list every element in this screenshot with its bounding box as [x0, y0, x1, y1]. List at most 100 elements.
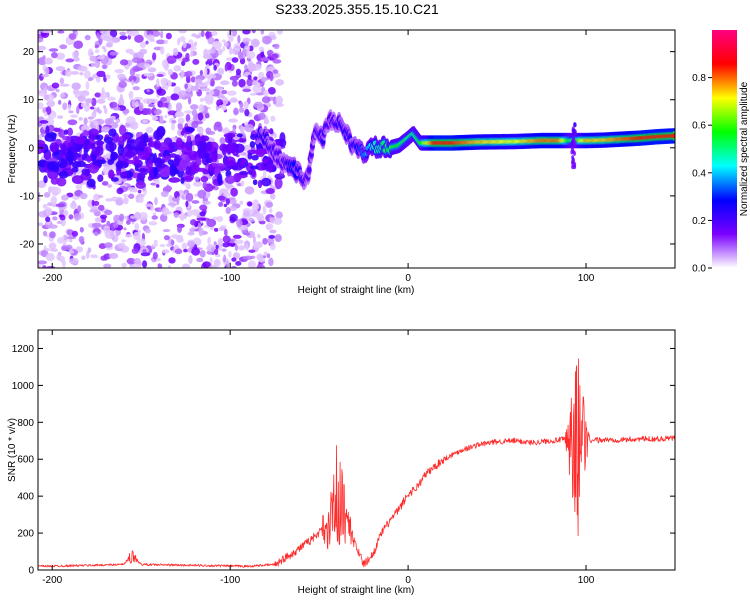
spectrogram-band-blob [184, 126, 195, 133]
spectrogram-noise-blob [58, 129, 66, 138]
spectrogram-band-blob [217, 173, 223, 185]
spectrogram-noise-blob [237, 35, 241, 44]
spectrogram-noise-blob [235, 68, 242, 76]
spectrogram-noise-blob [261, 96, 271, 104]
spectrogram-noise-blob [194, 193, 199, 197]
spectrogram-noise-blob [99, 214, 108, 219]
spectrogram-noise-blob [244, 41, 250, 46]
x-tick-label: -200 [42, 273, 62, 284]
spectrogram-noise-blob [217, 238, 224, 248]
spectrogram-band-blob [134, 156, 140, 164]
spectrogram-noise-blob [38, 222, 44, 227]
spectrogram-noise-blob [190, 209, 201, 216]
spectrogram-noise-blob [96, 98, 106, 104]
spectrogram-noise-blob [131, 57, 142, 64]
spectrogram-noise-blob [245, 232, 251, 236]
spectrogram-noise-blob [268, 257, 274, 267]
spectrogram-noise-blob [244, 186, 255, 195]
spectrogram-noise-blob [119, 93, 123, 102]
spectrogram-noise-blob [90, 254, 99, 259]
colorbar-label: Normalized spectral amplitude [739, 81, 750, 216]
spectrogram-band-blob [126, 159, 135, 165]
spectrogram-noise-blob [159, 45, 165, 55]
spectrogram-noise-blob [38, 57, 47, 66]
spectrogram-noise-blob [109, 51, 119, 56]
spectrogram-noise-blob [148, 221, 158, 226]
spectrogram-noise-blob [204, 68, 208, 75]
spectrogram-noise-blob [265, 201, 274, 208]
spectrogram-noise-blob [152, 212, 157, 216]
spectrogram-noise-blob [102, 64, 107, 69]
spectrogram-band-blob [231, 146, 240, 157]
spectrogram-noise-blob [42, 203, 48, 209]
spectrogram-noise-blob [172, 47, 179, 56]
spectrogram-noise-blob [96, 107, 100, 112]
spectrogram-band-blob [76, 160, 86, 168]
spectrogram-band-blob [153, 166, 158, 178]
spectrogram-noise-blob [68, 110, 74, 114]
spectrogram-band-blob [43, 175, 48, 184]
spectrogram-noise-blob [56, 220, 62, 224]
y-tick-label: 1000 [12, 381, 35, 392]
spectrogram-band-blob [137, 151, 150, 160]
spectrogram-noise-blob [48, 242, 57, 250]
spectrogram-noise-blob [159, 115, 164, 123]
spectrogram-noise-blob [230, 265, 237, 268]
spectrogram-noise-blob [242, 255, 253, 260]
spectrogram-noise-blob [191, 109, 198, 117]
spectrogram-noise-blob [137, 196, 144, 204]
spectrogram-noise-blob [191, 247, 201, 256]
spectrogram-noise-blob [233, 42, 242, 51]
y-tick-label: 0 [28, 143, 34, 154]
spectrogram-noise-blob [167, 265, 172, 268]
y-tick-label: 800 [17, 418, 34, 429]
spectrogram-band-blob [67, 127, 74, 136]
spectrogram-noise-blob [58, 99, 62, 105]
spectrogram-noise-blob [85, 81, 90, 90]
spectrogram-noise-blob [229, 118, 237, 123]
spectrogram-noise-blob [93, 200, 100, 206]
spectrogram-noise-blob [43, 191, 51, 198]
spectrogram-noise-blob [231, 57, 239, 63]
spectrogram-noise-blob [206, 73, 217, 80]
spectrogram-noise-blob [196, 257, 204, 263]
spectrogram-band-blob [168, 177, 181, 183]
spectrogram-noise-blob [236, 218, 243, 228]
spectrogram-noise-blob [155, 39, 166, 45]
spectrogram-band-blob [269, 128, 274, 135]
spectrogram-noise-blob [215, 244, 219, 250]
spectrogram-noise-blob [117, 73, 126, 80]
spectrogram-noise-blob [151, 243, 158, 247]
spectrogram-noise-blob [38, 196, 41, 203]
spectrogram-band-blob [239, 170, 249, 176]
snr-y-label: SNR (10 * v/v) [7, 418, 18, 482]
spectrogram-band-blob [38, 142, 45, 155]
spectrogram-noise-blob [199, 249, 206, 258]
spectrogram-noise-blob [229, 205, 237, 212]
spectrogram-noise-blob [129, 51, 136, 56]
spectrogram-noise-blob [160, 213, 168, 222]
spectrogram-noise-blob [226, 90, 237, 96]
spectrogram-band-blob [90, 153, 96, 163]
spectrogram-noise-blob [218, 202, 224, 207]
spectrogram-noise-blob [224, 63, 228, 72]
spectrogram-noise-blob [156, 78, 160, 88]
spectrogram-noise-blob [239, 101, 244, 108]
spectrogram-band-blob [143, 132, 149, 144]
spectrogram-noise-blob [49, 248, 59, 252]
spectrogram-noise-blob [55, 66, 66, 72]
spectrogram-noise-blob [81, 255, 86, 261]
spectrogram-noise-blob [274, 103, 284, 108]
spectrogram-noise-blob [96, 70, 106, 78]
spectrogram-noise-blob [143, 63, 151, 69]
spectrogram-noise-blob [44, 111, 48, 117]
spectrogram-noise-blob [160, 97, 167, 103]
spectrogram-noise-blob [77, 95, 86, 102]
spectrogram-band-blob [84, 138, 90, 146]
spectrogram-smear-mark [572, 136, 576, 142]
spectrogram-noise-blob [43, 94, 50, 101]
spectrogram-noise-blob [222, 46, 226, 52]
spectrogram-band-blob [158, 152, 165, 157]
spectrogram-band-blob [108, 128, 117, 137]
